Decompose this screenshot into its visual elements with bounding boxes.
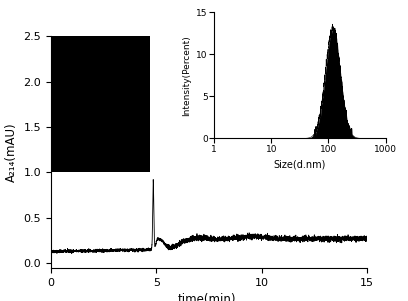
Y-axis label: Intensity(Percent): Intensity(Percent)	[182, 35, 191, 116]
Bar	[51, 36, 151, 172]
X-axis label: time(min).: time(min).	[178, 293, 240, 301]
Y-axis label: A₂₁₄(mAU): A₂₁₄(mAU)	[5, 122, 18, 182]
X-axis label: Size(d.nm): Size(d.nm)	[274, 159, 326, 169]
